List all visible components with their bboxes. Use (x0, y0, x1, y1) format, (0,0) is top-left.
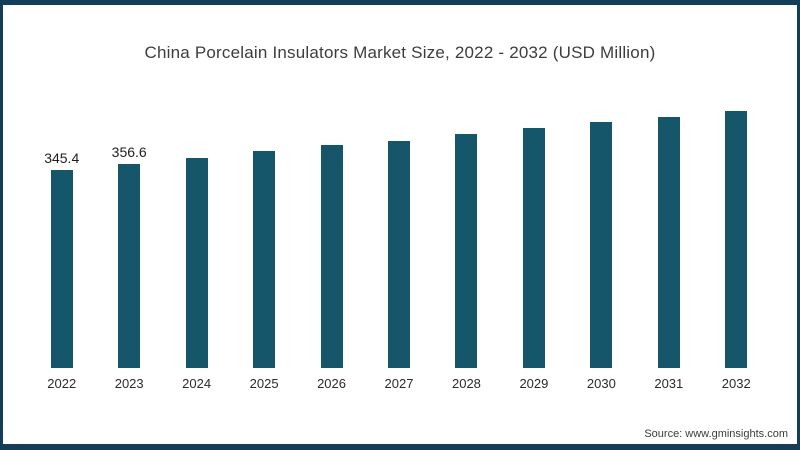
bar-chart: 345.4 2022 356.6 2023 2024 2025 2026 2027 2028 20… (28, 68, 770, 391)
bar-group-2023: 356.6 2023 (95, 68, 162, 391)
bar-group-2022: 345.4 2022 (28, 68, 95, 391)
bar-2028 (455, 134, 478, 368)
bar-group-2029: 2029 (500, 68, 567, 391)
x-axis-label: 2023 (114, 376, 144, 391)
x-axis-label: 2025 (249, 376, 279, 391)
x-axis-label: 2022 (47, 376, 77, 391)
bar-2029 (522, 127, 545, 368)
bar-value-label: 345.4 (44, 150, 80, 166)
bar-group-2031: 2031 (635, 68, 702, 391)
bar-group-2025: 2025 (230, 68, 297, 391)
bar-group-2026: 2026 (298, 68, 365, 391)
bar-group-2028: 2028 (433, 68, 500, 391)
x-axis-label: 2032 (721, 376, 751, 391)
bar-group-2027: 2027 (365, 68, 432, 391)
x-axis-label: 2027 (384, 376, 414, 391)
bar-2030 (590, 122, 613, 368)
bar-group-2024: 2024 (163, 68, 230, 391)
x-axis-label: 2031 (654, 376, 684, 391)
x-axis-label: 2028 (451, 376, 481, 391)
x-axis-label: 2029 (519, 376, 549, 391)
bar-2032 (725, 111, 748, 368)
bar-2027 (387, 140, 410, 368)
x-axis-label: 2026 (317, 376, 346, 391)
bar-group-2032: 2032 (703, 68, 770, 391)
source-attribution: Source: www.gminsights.com (644, 428, 788, 440)
bar-2031 (657, 117, 680, 368)
bar-2023 (118, 163, 141, 368)
bar-group-2030: 2030 (568, 68, 635, 391)
x-axis-label: 2030 (586, 376, 616, 391)
bar-2024 (185, 157, 208, 368)
bar-2026 (320, 145, 343, 368)
chart-title: China Porcelain Insulators Market Size, … (144, 43, 656, 62)
bar-2025 (253, 151, 276, 368)
bar-value-label: 356.6 (111, 143, 147, 160)
x-axis-label: 2024 (182, 376, 212, 391)
bar-2022 (50, 170, 73, 368)
